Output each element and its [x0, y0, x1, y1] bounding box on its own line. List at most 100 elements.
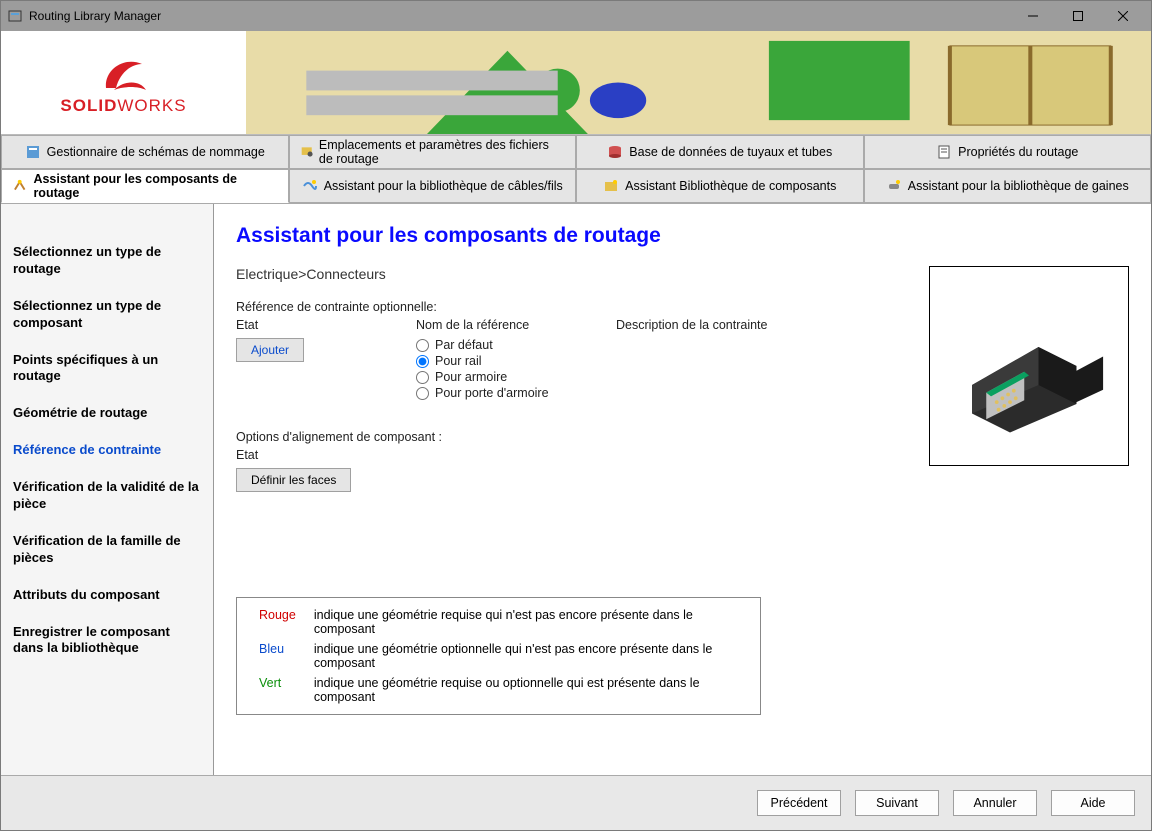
step-label: Enregistrer le composant dans la bibliot…	[13, 624, 170, 656]
tabs: Gestionnaire de schémas de nommage Empla…	[1, 135, 1151, 204]
prev-button[interactable]: Précédent	[757, 790, 841, 816]
tab-label: Gestionnaire de schémas de nommage	[47, 145, 265, 159]
library-wizard-icon	[603, 178, 619, 194]
legend-label: Bleu	[251, 640, 304, 672]
radio-pour-porte[interactable]: Pour porte d'armoire	[416, 386, 596, 400]
radio-label: Par défaut	[435, 338, 493, 352]
minimize-button[interactable]	[1010, 2, 1055, 30]
tab-label: Base de données de tuyaux et tubes	[629, 145, 832, 159]
legend-text: indique une géométrie requise qui n'est …	[306, 606, 746, 638]
footer: Précédent Suivant Annuler Aide	[1, 775, 1151, 830]
step-routing-points[interactable]: Points spécifiques à un routage	[1, 342, 213, 396]
step-label: Sélectionnez un type de composant	[13, 298, 161, 330]
radio-par-defaut[interactable]: Par défaut	[416, 338, 596, 352]
step-constraint-reference[interactable]: Référence de contrainte	[1, 432, 213, 469]
radio-pour-armoire[interactable]: Pour armoire	[416, 370, 596, 384]
radio-label: Pour armoire	[435, 370, 507, 384]
tab-conduit-wizard[interactable]: Assistant pour la bibliothèque de gaines	[864, 169, 1152, 203]
col-nom: Nom de la référence Par défaut Pour rail…	[416, 318, 596, 402]
tab-label: Emplacements et paramètres des fichiers …	[319, 138, 565, 166]
step-part-validity[interactable]: Vérification de la validité de la pièce	[1, 469, 213, 523]
radio-label: Pour rail	[435, 354, 482, 368]
close-button[interactable]	[1100, 2, 1145, 30]
brand-text: SOLIDWORKS	[60, 96, 186, 116]
brand-bold: SOLID	[60, 96, 117, 115]
tab-label: Assistant pour les composants de routage	[33, 172, 277, 200]
routing-props-icon	[936, 144, 952, 160]
tab-library-wizard[interactable]: Assistant Bibliothèque de composants	[576, 169, 864, 203]
tab-label: Assistant pour la bibliothèque de gaines	[908, 179, 1129, 193]
tab-routing-props[interactable]: Propriétés du routage	[864, 135, 1152, 169]
tab-label: Propriétés du routage	[958, 145, 1078, 159]
radio-label: Pour porte d'armoire	[435, 386, 549, 400]
step-label: Géométrie de routage	[13, 405, 147, 420]
col-nom-head: Nom de la référence	[416, 318, 596, 332]
window-title: Routing Library Manager	[29, 9, 1010, 23]
legend-table: Rougeindique une géométrie requise qui n…	[249, 604, 748, 708]
step-save-component[interactable]: Enregistrer le composant dans la bibliot…	[1, 614, 213, 668]
tab-label: Assistant pour la bibliothèque de câbles…	[324, 179, 563, 193]
legend-row-vert: Vertindique une géométrie requise ou opt…	[251, 674, 746, 706]
step-family-check[interactable]: Vérification de la famille de pièces	[1, 523, 213, 577]
help-button[interactable]: Aide	[1051, 790, 1135, 816]
tab-naming-schema[interactable]: Gestionnaire de schémas de nommage	[1, 135, 289, 169]
step-component-attributes[interactable]: Attributs du composant	[1, 577, 213, 614]
banner-art	[246, 31, 1151, 134]
tab-cable-wizard[interactable]: Assistant pour la bibliothèque de câbles…	[289, 169, 577, 203]
component-wizard-icon	[12, 178, 27, 194]
step-routing-geometry[interactable]: Géométrie de routage	[1, 395, 213, 432]
legend-label: Rouge	[251, 606, 304, 638]
legend-label: Vert	[251, 674, 304, 706]
step-component-type[interactable]: Sélectionnez un type de composant	[1, 288, 213, 342]
legend-row-bleu: Bleuindique une géométrie optionnelle qu…	[251, 640, 746, 672]
radio-input[interactable]	[416, 387, 429, 400]
app-icon	[7, 8, 23, 24]
ds-logo-icon	[94, 50, 154, 96]
tab-component-wizard[interactable]: Assistant pour les composants de routage	[1, 169, 289, 203]
col-etat: Etat Ajouter	[236, 318, 396, 402]
banner: SOLIDWORKS	[1, 31, 1151, 135]
legend-row-rouge: Rougeindique une géométrie requise qui n…	[251, 606, 746, 638]
legend: Rougeindique une géométrie requise qui n…	[236, 597, 761, 715]
step-label: Attributs du composant	[13, 587, 160, 602]
step-label: Référence de contrainte	[13, 442, 161, 457]
body: Sélectionnez un type de routage Sélectio…	[1, 204, 1151, 775]
sidebar: Sélectionnez un type de routage Sélectio…	[1, 204, 214, 775]
radio-input[interactable]	[416, 355, 429, 368]
legend-text: indique une géométrie optionnelle qui n'…	[306, 640, 746, 672]
logo-area: SOLIDWORKS	[1, 31, 246, 134]
legend-text: indique une géométrie requise ou optionn…	[306, 674, 746, 706]
step-routing-type[interactable]: Sélectionnez un type de routage	[1, 234, 213, 288]
connector-preview-icon	[934, 271, 1124, 461]
tab-pipe-db[interactable]: Base de données de tuyaux et tubes	[576, 135, 864, 169]
brand-light: WORKS	[117, 96, 186, 115]
preview-pane	[929, 266, 1129, 466]
title-bar: Routing Library Manager	[1, 1, 1151, 31]
step-label: Points spécifiques à un routage	[13, 352, 158, 384]
tabs-row-1: Gestionnaire de schémas de nommage Empla…	[1, 135, 1151, 169]
file-locations-icon	[300, 144, 313, 160]
col-etat-head: Etat	[236, 318, 396, 332]
tab-label: Assistant Bibliothèque de composants	[625, 179, 836, 193]
content-bottom: Rougeindique une géométrie requise qui n…	[236, 492, 1129, 765]
page-title: Assistant pour les composants de routage	[236, 224, 1129, 248]
conduit-wizard-icon	[886, 178, 902, 194]
naming-schema-icon	[25, 144, 41, 160]
app-window: Routing Library Manager SOLIDWORKS	[0, 0, 1152, 831]
cancel-button[interactable]: Annuler	[953, 790, 1037, 816]
radio-pour-rail[interactable]: Pour rail	[416, 354, 596, 368]
radio-input[interactable]	[416, 339, 429, 352]
pipe-db-icon	[607, 144, 623, 160]
tab-file-locations[interactable]: Emplacements et paramètres des fichiers …	[289, 135, 577, 169]
maximize-button[interactable]	[1055, 2, 1100, 30]
tabs-row-2: Assistant pour les composants de routage…	[1, 169, 1151, 203]
content: Assistant pour les composants de routage…	[214, 204, 1151, 775]
reference-name-radios: Par défaut Pour rail Pour armoire Pour p…	[416, 338, 596, 400]
cable-wizard-icon	[302, 178, 318, 194]
add-button[interactable]: Ajouter	[236, 338, 304, 362]
step-label: Vérification de la validité de la pièce	[13, 479, 199, 511]
define-faces-button[interactable]: Définir les faces	[236, 468, 351, 492]
next-button[interactable]: Suivant	[855, 790, 939, 816]
step-label: Sélectionnez un type de routage	[13, 244, 161, 276]
radio-input[interactable]	[416, 371, 429, 384]
